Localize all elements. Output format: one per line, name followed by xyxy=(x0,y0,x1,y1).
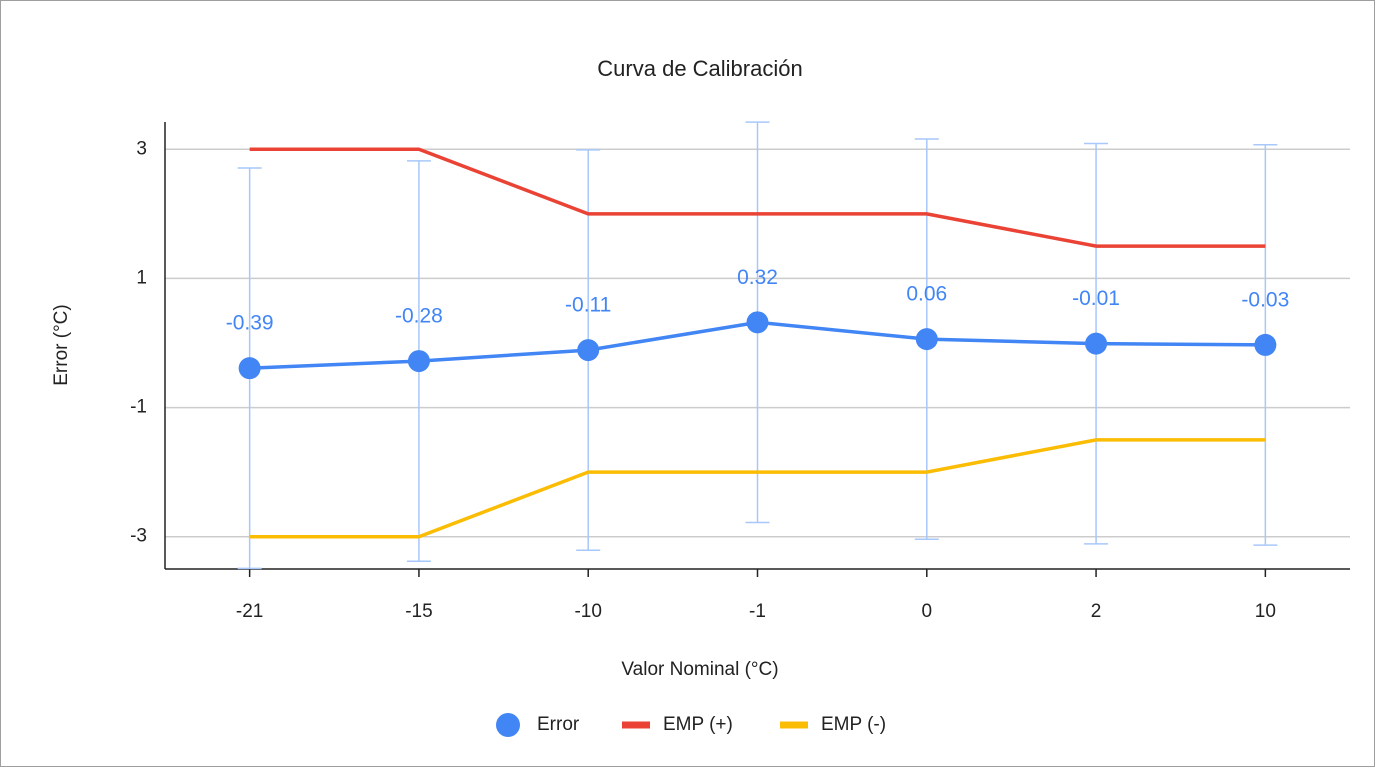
x-tick-label: 2 xyxy=(1091,601,1102,622)
x-tick-label: 10 xyxy=(1255,601,1276,622)
data-label: -0.39 xyxy=(226,312,274,335)
data-label: -0.11 xyxy=(565,294,611,317)
y-axis-label: Error (°C) xyxy=(51,304,72,385)
point xyxy=(1254,333,1277,356)
point xyxy=(577,339,600,362)
point xyxy=(407,350,430,373)
y-tick-label: 3 xyxy=(136,138,147,159)
legend-label: EMP (+) xyxy=(663,714,733,735)
x-tick-label: -15 xyxy=(405,601,432,622)
legend-label: Error xyxy=(537,714,580,735)
legend-marker xyxy=(780,721,808,729)
y-tick-label: -1 xyxy=(130,397,147,418)
x-tick-label: -10 xyxy=(574,601,601,622)
y-tick-label: -3 xyxy=(130,526,147,547)
x-axis-label: Valor Nominal (°C) xyxy=(621,659,778,680)
point xyxy=(746,311,769,334)
data-label: -0.01 xyxy=(1072,287,1120,310)
x-tick-label: 0 xyxy=(921,601,932,622)
chart-title: Curva de Calibración xyxy=(597,56,802,81)
point xyxy=(915,328,938,351)
legend-marker xyxy=(622,721,650,729)
x-tick-label: -21 xyxy=(236,601,263,622)
series-line xyxy=(249,147,1266,248)
x-tick-label: -1 xyxy=(749,601,766,622)
data-label: 0.32 xyxy=(737,266,778,289)
data-label: 0.06 xyxy=(906,283,947,306)
data-label: -0.28 xyxy=(395,305,443,328)
series-line xyxy=(249,438,1266,539)
legend-marker xyxy=(496,713,520,737)
legend-label: EMP (-) xyxy=(821,714,886,735)
point xyxy=(238,357,261,380)
point xyxy=(1085,332,1108,355)
data-label: -0.03 xyxy=(1241,288,1289,311)
y-tick-label: 1 xyxy=(136,267,147,288)
